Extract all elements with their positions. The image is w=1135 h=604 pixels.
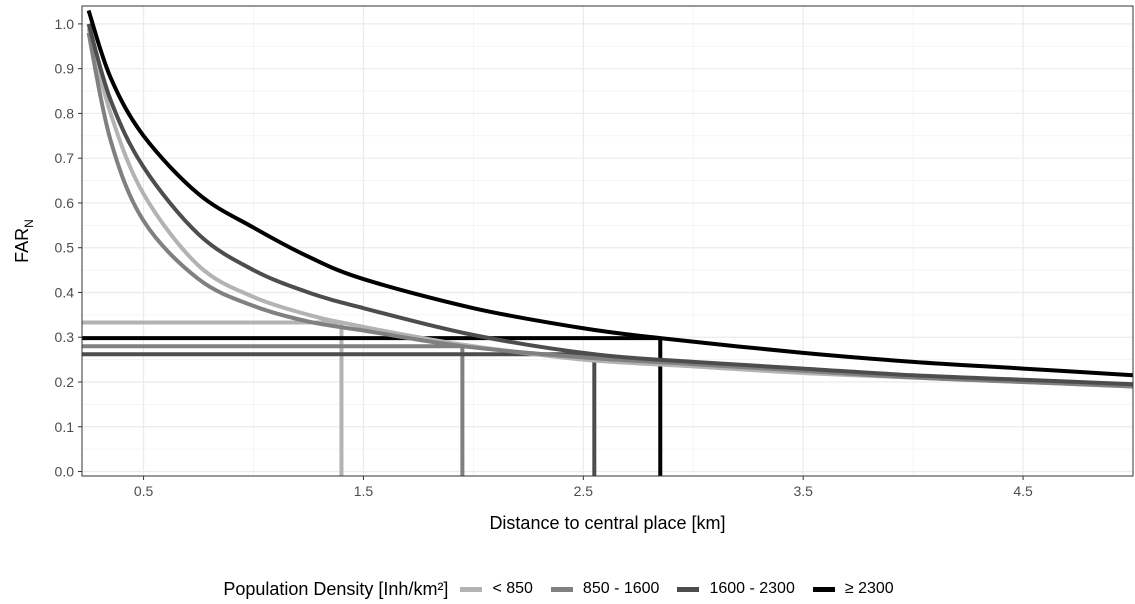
y-tick-label: 1.0: [55, 16, 75, 32]
y-tick-label: 0.8: [55, 105, 75, 121]
y-axis-title-subscript: N: [22, 219, 36, 228]
legend-key-1600-2300: [677, 586, 700, 592]
legend-label-1600-2300: 1600 - 2300: [709, 580, 795, 597]
series-lines: [86, 9, 1134, 389]
x-tick-label: 2.5: [574, 483, 594, 499]
series-line-2: [86, 23, 1134, 387]
x-tick-label: 0.5: [134, 483, 154, 499]
y-tick-label: 0.7: [55, 150, 75, 166]
y-axis-title: FARN: [12, 219, 36, 263]
legend-label-ge-2300: ≥ 2300: [844, 580, 894, 597]
x-tick-label: 3.5: [793, 483, 813, 499]
series-line-1: [86, 32, 1134, 389]
series-line-3: [86, 9, 1134, 378]
y-tick-label: 0.2: [55, 374, 75, 390]
legend-key-ge-2300: [812, 586, 835, 592]
legend-item-850-1600: 850 - 1600: [550, 580, 660, 598]
y-tick-label: 0.5: [55, 240, 75, 256]
panel-border: [81, 5, 1134, 477]
y-tick-label: 0.3: [55, 329, 75, 345]
legend-title: Population Density [Inh/km²]: [223, 578, 449, 599]
legend-item-1600-2300: 1600 - 2300: [677, 580, 795, 598]
grid: [82, 6, 1133, 476]
legend-key-850-1600: [550, 586, 573, 592]
legend-label-850-1600: 850 - 1600: [582, 580, 660, 597]
legend-key-lt-850: [460, 586, 483, 592]
legend-label-lt-850: < 850: [492, 580, 533, 597]
x-tick-label: 1.5: [354, 483, 374, 499]
y-tick-label: 0.0: [55, 464, 75, 480]
x-tick-label: 4.5: [1013, 483, 1033, 499]
x-axis-title: Distance to central place [km]: [489, 513, 725, 533]
chart-svg: 0.0 0.1 0.2 0.3 0.4 0.5 0.6 0.7 0.8 0.9 1.0 0.5 1.5 2…: [12, 5, 1134, 533]
legend-item-ge-2300: ≥ 2300: [812, 580, 894, 598]
y-tick-label: 0.6: [55, 195, 75, 211]
y-tick-label: 0.9: [55, 61, 75, 77]
y-tick-label: 0.4: [55, 284, 75, 300]
y-axis-title-main: FAR: [12, 228, 32, 263]
y-tick-label: 0.1: [55, 419, 75, 435]
legend: Population Density [Inh/km²] < 850 850 -…: [0, 574, 1135, 604]
threshold-lines: [82, 320, 663, 476]
axes: 0.0 0.1 0.2 0.3 0.4 0.5 0.6 0.7 0.8 0.9 1.0 0.5 1.5 2…: [55, 16, 1033, 499]
legend-item-lt-850: < 850: [460, 580, 533, 598]
